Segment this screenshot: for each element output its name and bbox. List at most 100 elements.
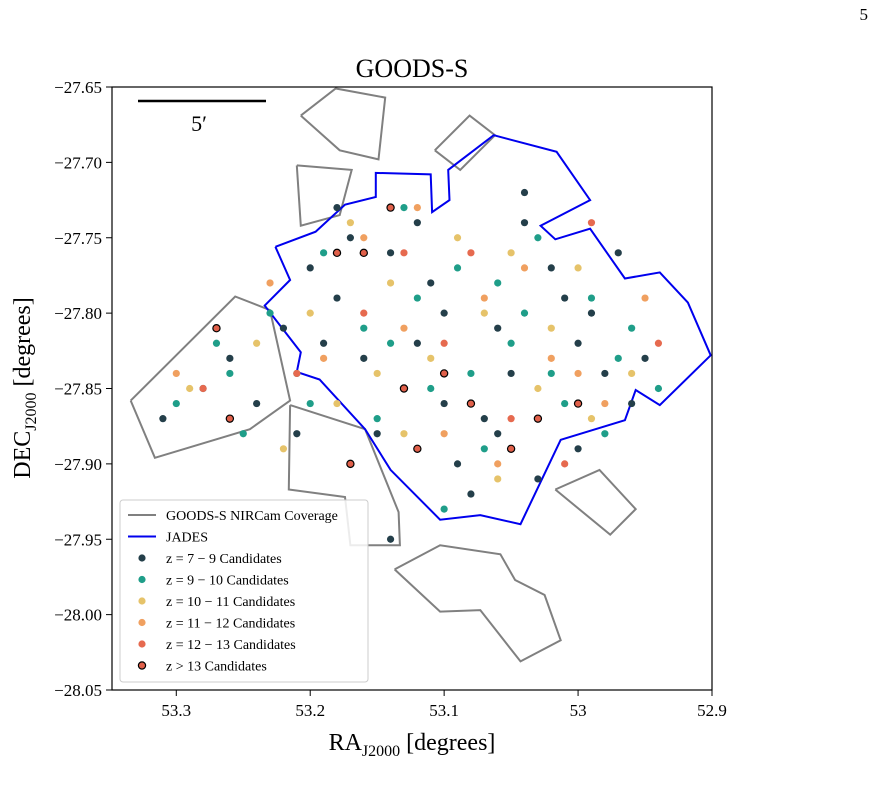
candidate-point: [386, 249, 395, 257]
candidate-point: [333, 204, 341, 212]
y-tick-label: −27.70: [54, 153, 102, 172]
candidate-point: [494, 475, 502, 483]
y-tick-label: −28.00: [54, 606, 102, 625]
candidate-point: [480, 309, 488, 317]
candidate-point: [601, 369, 609, 378]
page-number: 5: [860, 5, 869, 24]
candidate-point: [226, 369, 234, 378]
y-tick-label: −27.75: [54, 229, 102, 248]
candidate-point: [561, 460, 569, 468]
candidate-point: [346, 459, 355, 469]
candidate-point: [159, 415, 167, 423]
y-label-main: DEC: [10, 431, 36, 479]
candidate-point: [172, 369, 180, 378]
candidate-point: [494, 279, 502, 287]
legend-marker: [138, 554, 146, 562]
legend-label: z > 13 Candidates: [166, 660, 267, 675]
candidate-point: [453, 234, 462, 242]
candidate-point: [494, 460, 502, 468]
candidate-point: [641, 294, 649, 302]
candidate-point: [467, 490, 475, 498]
x-tick-label: 52.9: [697, 701, 727, 720]
candidate-point: [480, 294, 488, 302]
y-tick-label: −27.65: [54, 78, 102, 97]
candidate-point: [320, 339, 328, 347]
candidate-point: [574, 369, 582, 378]
candidate-point: [587, 309, 596, 317]
candidate-point: [547, 369, 555, 378]
y-label-unit: [degrees]: [10, 297, 36, 386]
candidate-point: [427, 384, 435, 393]
candidate-point: [373, 369, 381, 378]
y-tick-label: −27.90: [54, 455, 102, 474]
legend-box: [119, 499, 369, 683]
candidate-point: [172, 399, 180, 408]
legend-marker: [138, 618, 146, 627]
candidate-point: [253, 399, 261, 408]
candidate-point: [507, 249, 515, 257]
legend-label: z = 10 − 11 Candidates: [166, 595, 295, 610]
x-label-unit: [degrees]: [406, 730, 495, 756]
candidate-point: [413, 339, 421, 347]
candidate-point: [547, 264, 555, 272]
candidate-point: [654, 339, 663, 347]
candidate-point: [360, 354, 368, 362]
legend-label: z = 7 − 9 Candidates: [166, 552, 282, 567]
candidate-point: [427, 279, 435, 287]
candidate-point: [386, 339, 395, 347]
candidate-point: [440, 309, 448, 317]
coverage-outline: [263, 134, 712, 526]
candidate-point: [266, 279, 274, 287]
candidate-point: [628, 369, 636, 378]
candidate-point: [547, 324, 555, 332]
candidate-point: [507, 339, 515, 347]
candidate-point: [601, 399, 609, 408]
candidate-point: [520, 264, 529, 272]
candidate-point: [561, 399, 569, 408]
candidate-point: [413, 219, 421, 227]
candidate-point: [332, 248, 342, 258]
candidate-point: [533, 414, 543, 423]
x-label-main: RA: [329, 730, 363, 756]
candidate-point: [601, 430, 609, 438]
candidate-point: [587, 219, 596, 227]
scale-label: 5′: [191, 111, 207, 136]
candidate-point: [534, 384, 542, 393]
candidate-point: [333, 399, 341, 408]
candidate-point: [413, 444, 422, 453]
candidate-point: [400, 249, 408, 257]
y-label-sub: J2000: [23, 393, 40, 431]
candidate-point: [507, 369, 515, 378]
candidate-point: [360, 324, 368, 332]
candidate-point: [439, 369, 449, 378]
candidate-point: [226, 354, 234, 362]
candidate-point: [346, 234, 354, 242]
candidate-point: [386, 279, 395, 287]
legend-label: z = 11 − 12 Candidates: [166, 617, 295, 632]
candidate-point: [333, 294, 341, 302]
candidate-point: [293, 430, 301, 438]
candidate-point: [360, 234, 368, 242]
candidate-point: [574, 264, 582, 272]
candidate-point: [628, 399, 636, 408]
candidate-point: [400, 324, 408, 332]
candidate-point: [199, 384, 207, 393]
legend-label: z = 9 − 10 Candidates: [166, 574, 289, 589]
candidate-point: [520, 188, 529, 197]
candidate-point: [480, 445, 488, 453]
candidate-point: [293, 369, 301, 378]
candidate-point: [279, 324, 288, 332]
candidate-point: [440, 399, 448, 408]
y-tick-label: −27.85: [54, 380, 102, 399]
x-tick-label: 53.1: [429, 701, 459, 720]
candidate-point: [320, 249, 328, 257]
candidate-point: [480, 415, 488, 423]
y-axis-label: DECJ2000 [degrees]: [10, 297, 40, 479]
x-label-sub: J2000: [362, 743, 400, 760]
candidate-point: [440, 505, 448, 513]
plot-area: [129, 87, 712, 663]
legend-marker: [137, 661, 147, 670]
candidate-point: [306, 264, 314, 272]
candidate-point: [614, 354, 622, 362]
